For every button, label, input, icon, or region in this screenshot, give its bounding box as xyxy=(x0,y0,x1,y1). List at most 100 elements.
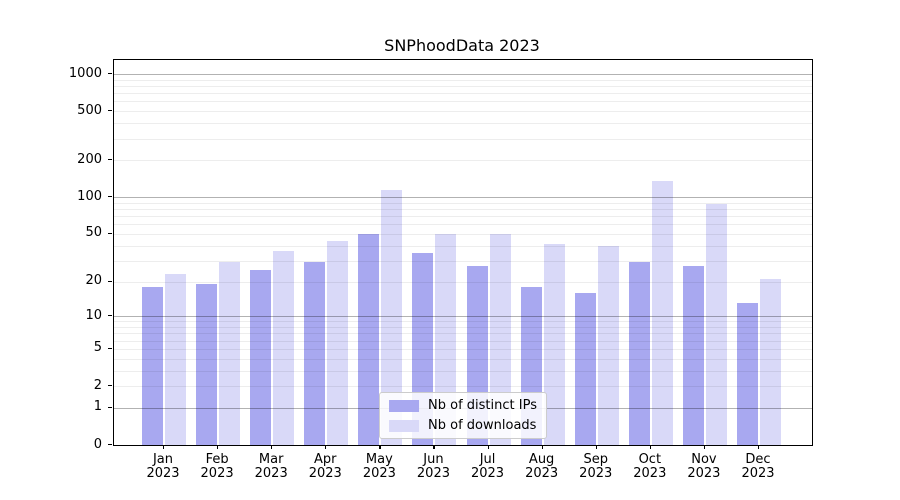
x-tick-mark xyxy=(433,445,435,449)
gridline-minor xyxy=(114,224,812,226)
y-tick-mark xyxy=(108,110,112,112)
bar-downloads-jan xyxy=(165,274,186,445)
gridline-minor xyxy=(114,160,812,162)
gridline-minor xyxy=(114,138,812,140)
bar-downloads-aug xyxy=(543,244,565,445)
y-tick-mark xyxy=(108,347,112,349)
y-tick-label: 1 xyxy=(93,399,102,415)
legend-label-distinct-ips: Nb of distinct IPs xyxy=(428,398,537,413)
gridline-minor xyxy=(114,348,812,350)
legend-swatch-downloads xyxy=(389,419,420,432)
x-tick-mark xyxy=(379,445,381,449)
gridline-minor xyxy=(114,202,812,204)
x-tick-label: Aug 2023 xyxy=(525,452,559,481)
y-tick-label: 50 xyxy=(85,225,102,241)
x-tick-label: Jan 2023 xyxy=(146,452,180,481)
gridline-minor xyxy=(114,216,812,218)
legend: Nb of distinct IPs Nb of downloads xyxy=(379,392,547,439)
bar-distinct-ips-may xyxy=(358,233,380,445)
gridline-minor xyxy=(114,370,812,372)
x-tick-label: Dec 2023 xyxy=(741,452,775,481)
bar-downloads-dec xyxy=(760,279,781,445)
chart-title: SNPhoodData 2023 xyxy=(384,36,540,55)
bar-distinct-ips-sep xyxy=(574,292,596,445)
bar-distinct-ips-apr xyxy=(304,262,326,445)
x-tick-mark xyxy=(217,445,219,449)
gridline-minor xyxy=(114,327,812,329)
x-tick-label: Jun 2023 xyxy=(416,452,450,481)
gridline-minor xyxy=(114,321,812,323)
legend-label-downloads: Nb of downloads xyxy=(428,418,537,433)
y-tick-label: 0 xyxy=(93,436,102,452)
bar-downloads-oct xyxy=(651,181,673,445)
gridline-minor xyxy=(114,281,812,283)
x-tick-label: Mar 2023 xyxy=(254,452,288,481)
y-tick-label: 500 xyxy=(77,102,102,118)
gridline-minor xyxy=(114,340,812,342)
plot-area: Nb of distinct IPs Nb of downloads xyxy=(113,59,813,446)
gridline-minor xyxy=(114,209,812,211)
bar-distinct-ips-mar xyxy=(250,270,272,445)
y-tick-mark xyxy=(108,232,112,235)
bar-downloads-apr xyxy=(327,240,349,445)
y-tick-mark xyxy=(108,385,112,387)
y-tick-mark xyxy=(108,315,112,317)
gridline-minor xyxy=(114,233,812,235)
y-tick-mark xyxy=(108,444,112,446)
x-tick-mark xyxy=(758,445,760,449)
gridline-minor xyxy=(114,386,812,388)
bar-downloads-mar xyxy=(273,251,295,445)
y-tick-mark xyxy=(108,196,112,198)
bar-distinct-ips-oct xyxy=(628,262,650,445)
x-tick-mark xyxy=(163,445,165,449)
bar-distinct-ips-nov xyxy=(682,266,704,445)
legend-swatch-distinct-ips xyxy=(389,399,420,412)
x-tick-mark xyxy=(325,445,327,449)
bar-distinct-ips-jan xyxy=(142,286,163,445)
bar-distinct-ips-feb xyxy=(196,284,218,445)
x-tick-mark xyxy=(487,445,489,449)
x-tick-label: Nov 2023 xyxy=(687,452,721,481)
bar-downloads-sep xyxy=(597,245,619,445)
gridline-minor xyxy=(114,111,812,113)
y-tick-label: 100 xyxy=(77,188,102,204)
x-tick-label: Oct 2023 xyxy=(633,452,667,481)
y-tick-label: 1000 xyxy=(68,65,102,81)
y-tick-mark xyxy=(108,280,112,282)
gridline-major xyxy=(114,197,812,199)
x-tick-label: Sep 2023 xyxy=(579,452,613,481)
bar-downloads-may xyxy=(381,189,403,445)
gridline-minor xyxy=(114,123,812,125)
x-tick-label: Apr 2023 xyxy=(308,452,342,481)
x-tick-mark xyxy=(649,445,651,449)
gridline-minor xyxy=(114,358,812,360)
x-tick-mark xyxy=(595,445,597,449)
legend-row-distinct-ips: Nb of distinct IPs xyxy=(389,398,537,413)
y-tick-mark xyxy=(108,73,112,75)
legend-row-downloads: Nb of downloads xyxy=(389,418,537,433)
y-tick-mark xyxy=(108,159,112,161)
gridline-minor xyxy=(114,79,812,81)
gridline-minor xyxy=(114,333,812,335)
x-tick-label: Jul 2023 xyxy=(470,452,505,481)
gridline-minor xyxy=(114,86,812,88)
x-tick-mark xyxy=(541,445,543,449)
y-tick-label: 2 xyxy=(93,377,102,393)
x-tick-mark xyxy=(703,445,706,449)
x-tick-mark xyxy=(271,445,273,449)
gridline-minor xyxy=(114,93,812,95)
x-tick-label: May 2023 xyxy=(362,452,396,481)
y-tick-label: 200 xyxy=(77,151,102,167)
gridline-minor xyxy=(114,260,812,262)
x-tick-label: Feb 2023 xyxy=(200,452,234,481)
y-tick-label: 10 xyxy=(85,307,102,323)
gridline-major xyxy=(114,316,812,318)
gridline-major xyxy=(114,74,812,76)
y-tick-label: 20 xyxy=(85,273,102,289)
gridline-minor xyxy=(114,245,812,247)
gridline-minor xyxy=(114,101,812,103)
y-tick-mark xyxy=(108,406,112,408)
bar-distinct-ips-dec xyxy=(737,303,758,445)
y-tick-label: 5 xyxy=(93,340,102,356)
